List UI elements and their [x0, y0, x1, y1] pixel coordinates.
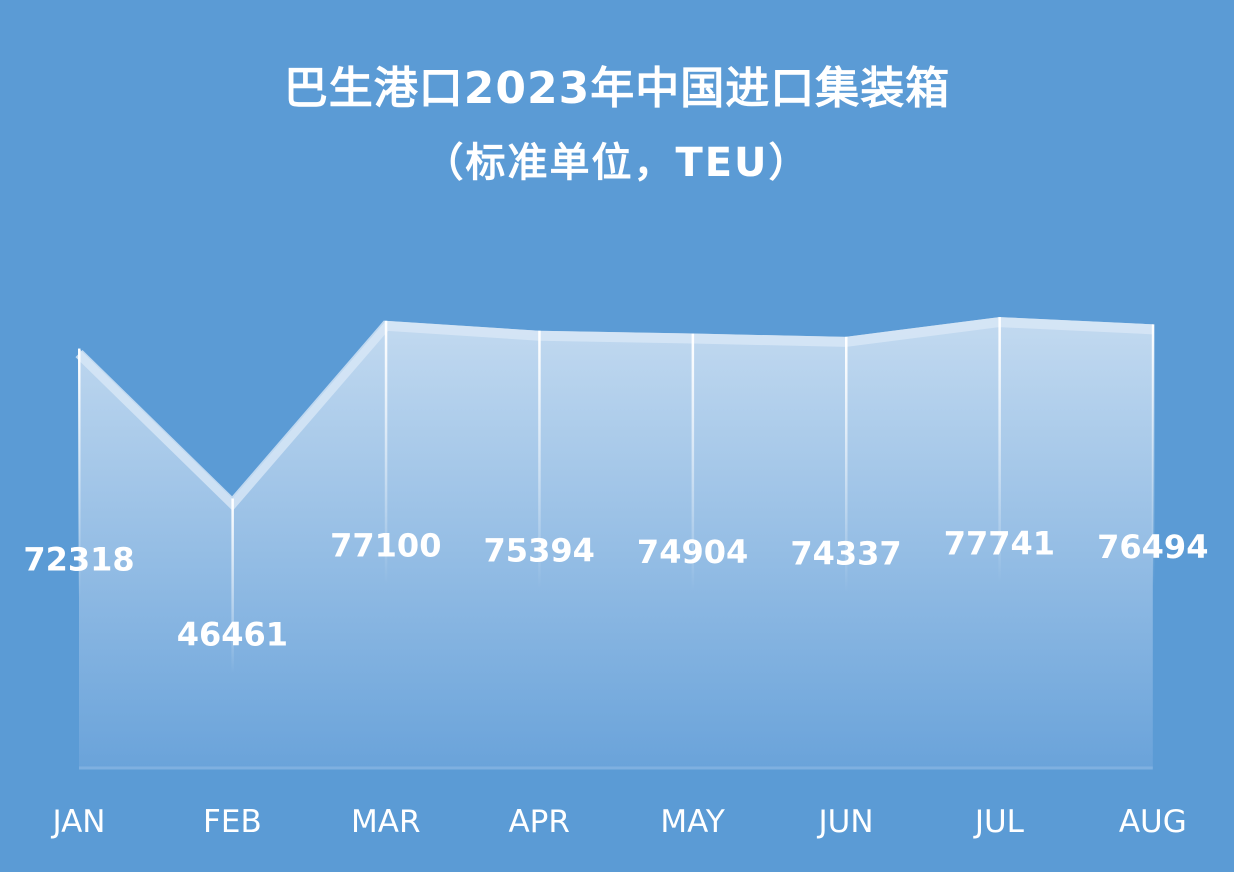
drop-line-aug	[1151, 324, 1155, 587]
x-tick-label-jun: JUN	[816, 804, 873, 840]
chart-title: 巴生港口2023年中国进口集装箱	[283, 63, 951, 114]
x-tick-label-aug: AUG	[1119, 804, 1187, 840]
chart-subtitle: （标准单位，TEU）	[423, 140, 811, 186]
data-label-mar: 77100	[330, 526, 441, 564]
area-edge	[75, 317, 1154, 511]
drop-line-feb	[231, 498, 234, 674]
data-label-apr: 75394	[484, 531, 595, 569]
x-tick-label-jan: JAN	[51, 804, 106, 840]
x-tick-label-mar: MAR	[351, 804, 421, 840]
data-label-aug: 76494	[1097, 528, 1208, 566]
drop-line-may	[691, 333, 695, 591]
data-label-jul: 77741	[944, 525, 1055, 563]
data-label-may: 74904	[637, 533, 748, 571]
data-label-jan: 72318	[23, 540, 134, 578]
drop-line-mar	[384, 320, 388, 585]
x-tick-label-jul: JUL	[973, 804, 1025, 840]
x-tick-label-apr: APR	[508, 804, 569, 840]
drop-line-apr	[538, 330, 541, 590]
drop-line-jan	[78, 348, 81, 599]
x-tick-label-may: MAY	[660, 804, 725, 840]
data-label-jun: 74337	[790, 534, 901, 572]
drop-line-jul	[998, 317, 1001, 583]
data-label-feb: 46461	[177, 615, 288, 653]
x-tick-label-feb: FEB	[203, 804, 262, 840]
area-fill	[79, 317, 1153, 768]
drop-line-jun	[845, 336, 848, 593]
